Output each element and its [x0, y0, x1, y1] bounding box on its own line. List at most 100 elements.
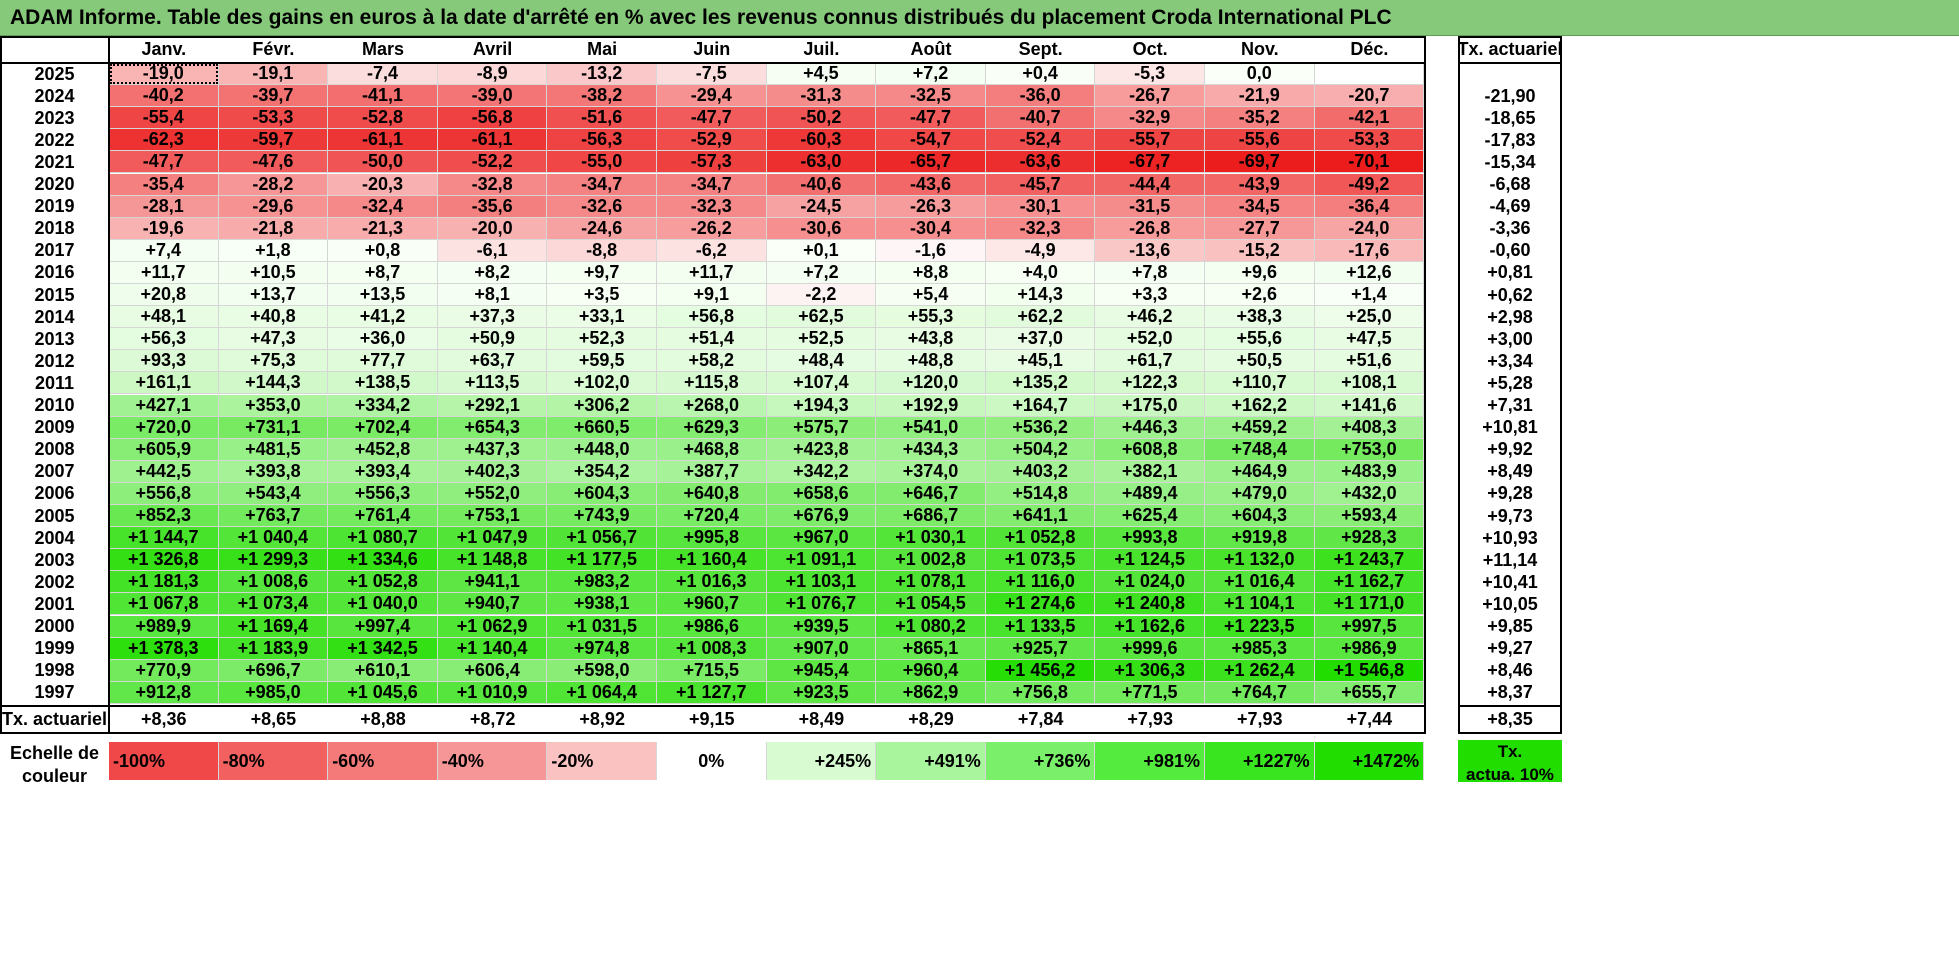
annual-rate — [1458, 63, 1562, 85]
table-cell: +194,3 — [766, 394, 877, 417]
table-cell: +1 064,4 — [547, 681, 657, 704]
table-cell: -21,8 — [218, 217, 329, 240]
legend-swatch: -80% — [218, 742, 329, 780]
table-cell: +1 243,7 — [1314, 549, 1425, 572]
table-cell: +61,7 — [1095, 350, 1205, 373]
table-cell: +989,9 — [109, 615, 219, 638]
table-cell: +941,1 — [437, 571, 548, 594]
table-cell: +1 162,6 — [1095, 615, 1205, 638]
table-cell: +604,3 — [547, 482, 657, 505]
table-cell: -40,7 — [985, 107, 1096, 130]
table-cell: -60,3 — [766, 129, 877, 152]
table-cell: +753,0 — [1314, 438, 1425, 461]
table-cell: -5,3 — [1095, 63, 1205, 86]
month-header-12: Déc. — [1350, 39, 1389, 59]
table-cell: -32,8 — [437, 173, 548, 196]
table-cell: +4,5 — [766, 63, 877, 86]
table-cell: -47,7 — [657, 107, 767, 130]
table-cell: -17,6 — [1314, 239, 1425, 262]
table-cell: +52,0 — [1095, 328, 1205, 351]
table-cell: +427,1 — [109, 394, 219, 417]
year-label: 2021 — [34, 151, 75, 172]
return-header: Tx. actuariel — [1458, 39, 1562, 59]
table-cell: -24,6 — [547, 217, 657, 240]
year-label: 2016 — [34, 262, 75, 283]
year-label: 2019 — [34, 196, 75, 217]
table-cell: +1 299,3 — [218, 549, 329, 572]
table-cell: +997,5 — [1314, 615, 1425, 638]
table-cell: +113,5 — [437, 372, 548, 395]
table-cell: +20,8 — [109, 284, 219, 307]
table-cell: +11,7 — [109, 261, 219, 284]
table-cell: +753,1 — [437, 505, 548, 528]
table-cell: -35,6 — [437, 195, 548, 218]
annual-rate: -0,60 — [1489, 240, 1531, 261]
table-cell: +720,4 — [657, 505, 767, 528]
legend-swatch: -40% — [437, 742, 548, 780]
annual-rate: +10,93 — [1482, 527, 1538, 548]
table-cell: +0,8 — [328, 239, 438, 262]
table-cell: -61,1 — [328, 129, 438, 152]
table-cell: +925,7 — [985, 637, 1096, 660]
table-cell: +610,1 — [328, 659, 438, 682]
year-column-divider — [108, 36, 110, 734]
legend-swatch: 0% — [657, 742, 767, 780]
table-cell: -62,3 — [109, 129, 219, 152]
table-cell: +541,0 — [876, 416, 986, 439]
table-cell: +442,5 — [109, 460, 219, 483]
table-cell: +1 183,9 — [218, 637, 329, 660]
table-cell: +1 127,7 — [657, 681, 767, 704]
table-cell: -53,3 — [218, 107, 329, 130]
table-cell: +7,2 — [766, 261, 877, 284]
month-header-2: Févr. — [252, 39, 295, 59]
table-cell: +1 076,7 — [766, 593, 877, 616]
table-cell: +608,8 — [1095, 438, 1205, 461]
table-cell: +8,7 — [328, 261, 438, 284]
table-cell: +598,0 — [547, 659, 657, 682]
table-cell: +1 047,9 — [437, 527, 548, 550]
annual-rate: +8,46 — [1487, 660, 1533, 681]
table-cell: -52,8 — [328, 107, 438, 130]
table-cell: -39,7 — [218, 85, 329, 108]
table-cell: -67,7 — [1095, 151, 1205, 174]
table-cell: +852,3 — [109, 505, 219, 528]
year-label: 2001 — [34, 593, 75, 614]
table-cell: -7,4 — [328, 63, 438, 86]
table-cell: -61,1 — [437, 129, 548, 152]
table-cell: +50,5 — [1205, 350, 1315, 373]
annual-rate: +9,73 — [1487, 505, 1533, 526]
table-cell: +1 171,0 — [1314, 593, 1425, 616]
table-cell: +408,3 — [1314, 416, 1425, 439]
annual-rate: +9,85 — [1487, 616, 1533, 637]
table-cell: -52,9 — [657, 129, 767, 152]
table-cell: -36,4 — [1314, 195, 1425, 218]
annual-rate: +5,28 — [1487, 372, 1533, 393]
table-cell: +907,0 — [766, 637, 877, 660]
table-cell: -2,2 — [766, 284, 877, 307]
table-cell: -39,0 — [437, 85, 548, 108]
table-cell: +928,3 — [1314, 527, 1425, 550]
table-cell: +514,8 — [985, 482, 1096, 505]
table-cell: +115,8 — [657, 372, 767, 395]
table-cell: -21,3 — [328, 217, 438, 240]
table-cell: +764,7 — [1205, 681, 1315, 704]
table-cell: -8,8 — [547, 239, 657, 262]
table-cell: -40,6 — [766, 173, 877, 196]
table-cell: +468,8 — [657, 438, 767, 461]
table-cell: -36,0 — [985, 85, 1096, 108]
table-cell: +2,6 — [1205, 284, 1315, 307]
table-cell: +1 052,8 — [985, 527, 1096, 550]
table-cell: +1 223,5 — [1205, 615, 1315, 638]
month-header-8: Août — [910, 39, 952, 59]
table-cell: -30,6 — [766, 217, 877, 240]
table-cell: +162,2 — [1205, 394, 1315, 417]
table-cell: +552,0 — [437, 482, 548, 505]
annual-rate: +0,81 — [1487, 262, 1533, 283]
table-cell: +268,0 — [657, 394, 767, 417]
table-cell: +967,0 — [766, 527, 877, 550]
table-cell: +1 378,3 — [109, 637, 219, 660]
table-cell: +1 056,7 — [547, 527, 657, 550]
table-cell: +641,1 — [985, 505, 1096, 528]
table-cell: +974,8 — [547, 637, 657, 660]
table-cell: +40,8 — [218, 306, 329, 329]
